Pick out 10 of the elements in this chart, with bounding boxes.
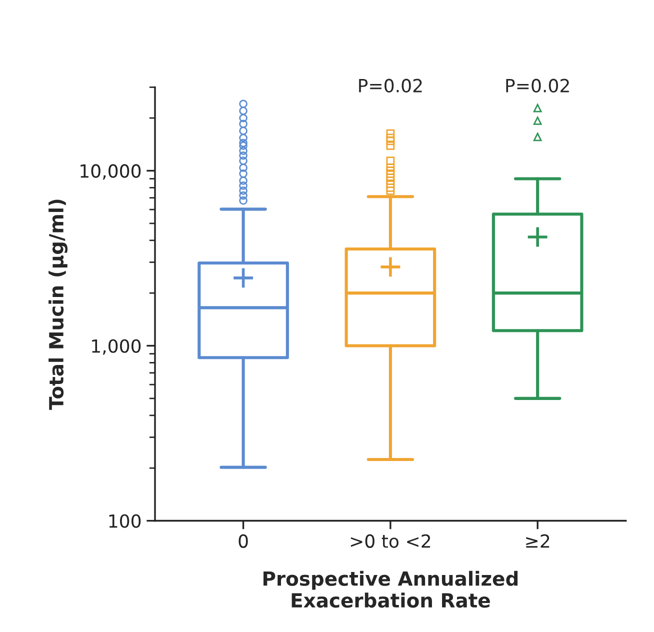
x-tick-label: ≥2 — [526, 534, 550, 548]
y-tick-label: 100 — [109, 514, 141, 528]
y-axis-title: Total Mucin (μg/ml) — [48, 200, 68, 410]
annotation: P=0.02 — [506, 78, 569, 92]
x-axis-title: Prospective Annualized Exacerbation Rate — [264, 570, 518, 608]
x-tick-label: 0 — [238, 534, 248, 548]
y-tick-label: 10,000 — [80, 164, 141, 180]
y-tick-label: 1,000 — [92, 339, 141, 355]
annotation: P=0.02 — [359, 78, 422, 92]
x-tick-label: >0 to <2 — [350, 534, 430, 548]
